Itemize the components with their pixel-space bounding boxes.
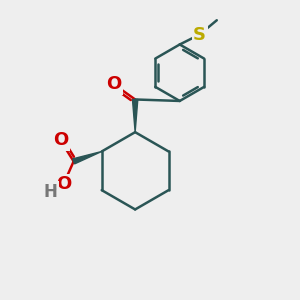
Text: O: O (52, 131, 68, 149)
Polygon shape (73, 152, 102, 164)
Text: S: S (193, 26, 206, 44)
Polygon shape (133, 100, 138, 132)
Text: ·: · (52, 181, 58, 200)
Text: O: O (106, 75, 121, 93)
Text: O: O (56, 176, 71, 194)
Text: H: H (43, 183, 57, 201)
